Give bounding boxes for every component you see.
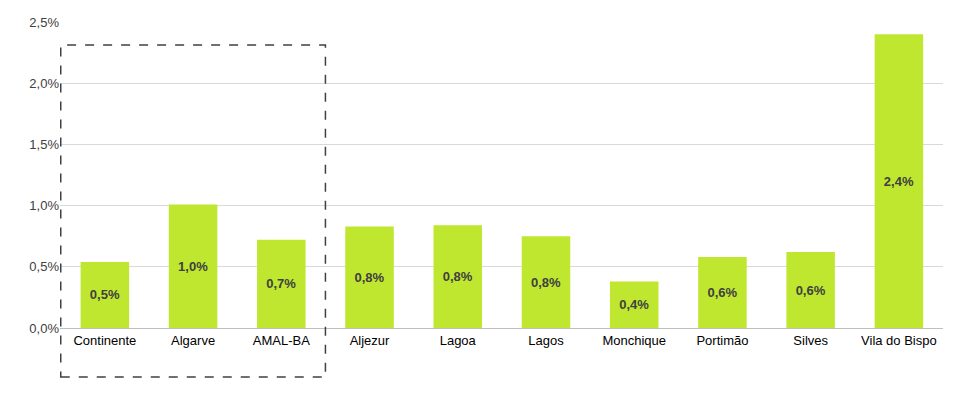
svg-text:0,5%: 0,5% <box>90 287 120 302</box>
svg-text:Lagoa: Lagoa <box>440 333 477 348</box>
svg-text:Silves: Silves <box>793 333 828 348</box>
svg-text:0,8%: 0,8% <box>355 270 385 285</box>
svg-text:Continente: Continente <box>73 333 136 348</box>
svg-text:1,5%: 1,5% <box>29 137 59 152</box>
svg-text:0,4%: 0,4% <box>619 297 649 312</box>
svg-text:2,5%: 2,5% <box>29 15 59 30</box>
svg-text:Vila do Bispo: Vila do Bispo <box>861 333 937 348</box>
svg-text:1,0%: 1,0% <box>29 198 59 213</box>
svg-text:Algarve: Algarve <box>171 333 215 348</box>
svg-text:0,0%: 0,0% <box>29 321 59 336</box>
svg-text:Monchique: Monchique <box>602 333 666 348</box>
svg-text:Lagos: Lagos <box>528 333 564 348</box>
svg-text:1,0%: 1,0% <box>178 259 208 274</box>
svg-text:0,6%: 0,6% <box>707 285 737 300</box>
svg-text:Portimão: Portimão <box>696 333 748 348</box>
svg-text:0,8%: 0,8% <box>531 275 561 290</box>
svg-text:0,5%: 0,5% <box>29 259 59 274</box>
svg-text:0,6%: 0,6% <box>796 283 826 298</box>
svg-text:0,7%: 0,7% <box>266 276 296 291</box>
svg-text:0,8%: 0,8% <box>443 269 473 284</box>
svg-text:Aljezur: Aljezur <box>350 333 390 348</box>
svg-text:2,4%: 2,4% <box>884 174 914 189</box>
svg-text:2,0%: 2,0% <box>29 76 59 91</box>
svg-text:AMAL-BA: AMAL-BA <box>253 333 310 348</box>
